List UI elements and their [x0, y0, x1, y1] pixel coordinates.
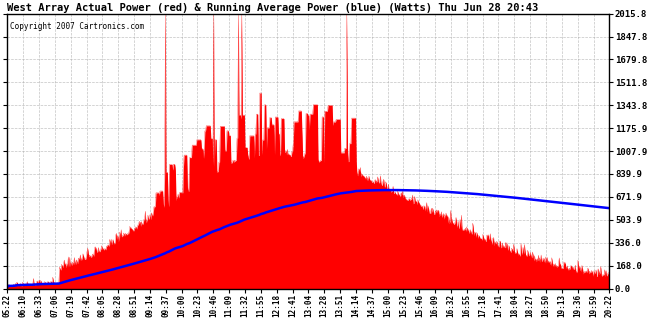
- Text: Copyright 2007 Cartronics.com: Copyright 2007 Cartronics.com: [10, 22, 144, 31]
- Text: West Array Actual Power (red) & Running Average Power (blue) (Watts) Thu Jun 28 : West Array Actual Power (red) & Running …: [7, 3, 539, 13]
